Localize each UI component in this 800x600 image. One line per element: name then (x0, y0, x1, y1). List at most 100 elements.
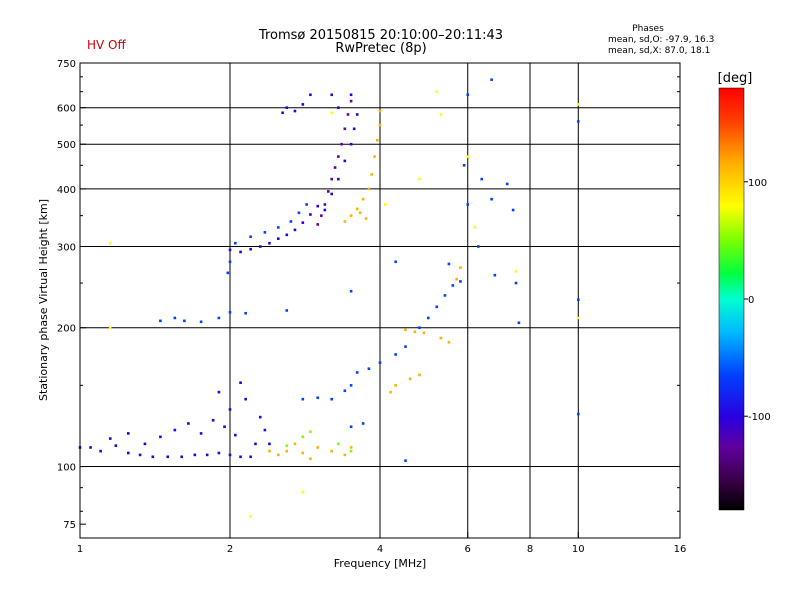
data-point (217, 390, 221, 394)
data-point (439, 336, 443, 340)
data-point (159, 435, 162, 439)
data-point (514, 270, 518, 273)
data-point (239, 455, 242, 459)
data-point (355, 113, 359, 116)
data-point (466, 93, 470, 97)
colorbar-tick-label: 100 (748, 178, 767, 189)
data-point (309, 457, 312, 461)
data-point (223, 425, 226, 429)
y-tick-label: 600 (57, 104, 76, 115)
data-point (576, 120, 580, 123)
data-point (293, 228, 297, 232)
data-point (234, 433, 237, 437)
data-point (404, 345, 407, 348)
data-point (394, 353, 397, 356)
data-point (234, 241, 237, 245)
data-point (151, 455, 155, 459)
data-point (493, 273, 497, 277)
data-point (394, 260, 397, 264)
colorbar-title: [deg] (718, 71, 753, 86)
data-point (378, 361, 382, 364)
data-point (375, 138, 379, 142)
data-point (346, 113, 350, 116)
data-point (576, 316, 580, 320)
data-point (301, 103, 305, 106)
data-point (301, 397, 305, 401)
data-point (289, 220, 293, 223)
data-point (435, 305, 439, 309)
data-point (378, 123, 382, 127)
data-point (330, 93, 334, 97)
data-point (343, 453, 347, 457)
data-point (343, 127, 347, 131)
x-tick-label: 16 (674, 544, 687, 555)
data-point (358, 211, 362, 215)
data-point (451, 284, 455, 287)
data-point (276, 453, 280, 457)
data-point (193, 453, 197, 457)
data-point (285, 444, 289, 447)
hv-status: HV Off (87, 38, 126, 52)
x-tick-label: 4 (377, 544, 383, 555)
data-point (217, 451, 221, 455)
data-point (576, 103, 580, 106)
data-point (309, 93, 312, 97)
y-tick-label: 750 (57, 59, 76, 70)
data-point (466, 155, 470, 158)
data-point (297, 211, 301, 215)
data-point (349, 449, 353, 453)
data-point (301, 451, 305, 455)
data-point (455, 277, 458, 281)
data-point (330, 111, 334, 115)
chart-subtitle: RwPretec (8p) (335, 41, 426, 56)
data-point (217, 316, 221, 320)
y-tick-label: 100 (57, 463, 76, 474)
data-point (340, 142, 343, 146)
data-point (239, 250, 242, 254)
data-point (443, 294, 447, 297)
data-point (349, 384, 353, 387)
colorbar-ticks: 100 0 -100 (744, 178, 771, 423)
data-point (349, 289, 353, 293)
y-tick-label: 500 (57, 140, 76, 151)
data-point (249, 455, 252, 459)
data-point (447, 262, 451, 266)
data-point (205, 453, 209, 457)
data-point (301, 435, 305, 439)
stats-heading: Phases (632, 24, 664, 34)
data-point (576, 298, 580, 302)
x-axis-label: Frequency [MHz] (334, 557, 426, 570)
data-point (404, 328, 407, 332)
data-point (285, 449, 289, 453)
data-point (316, 396, 320, 400)
data-point (285, 309, 289, 312)
data-point (490, 78, 493, 82)
data-point (89, 446, 92, 449)
data-point (309, 213, 312, 216)
data-point (477, 245, 480, 248)
data-point (173, 428, 177, 432)
data-point (337, 177, 340, 181)
data-point (228, 408, 232, 411)
data-point (99, 449, 102, 453)
data-point (268, 449, 271, 453)
data-point (126, 451, 130, 455)
x-tick-label: 8 (527, 544, 533, 555)
data-point (333, 166, 337, 169)
data-point (404, 459, 407, 462)
data-point (301, 490, 305, 494)
data-point (327, 190, 330, 193)
data-point (281, 111, 284, 115)
data-point (422, 331, 426, 335)
data-point (263, 428, 267, 432)
data-point (108, 241, 112, 245)
x-tick-label: 2 (227, 544, 233, 555)
data-point (337, 106, 340, 109)
data-point (309, 430, 312, 434)
data-point (462, 164, 466, 167)
data-point (408, 377, 412, 381)
data-point (276, 237, 280, 240)
data-point (276, 226, 280, 229)
data-point (426, 316, 430, 320)
